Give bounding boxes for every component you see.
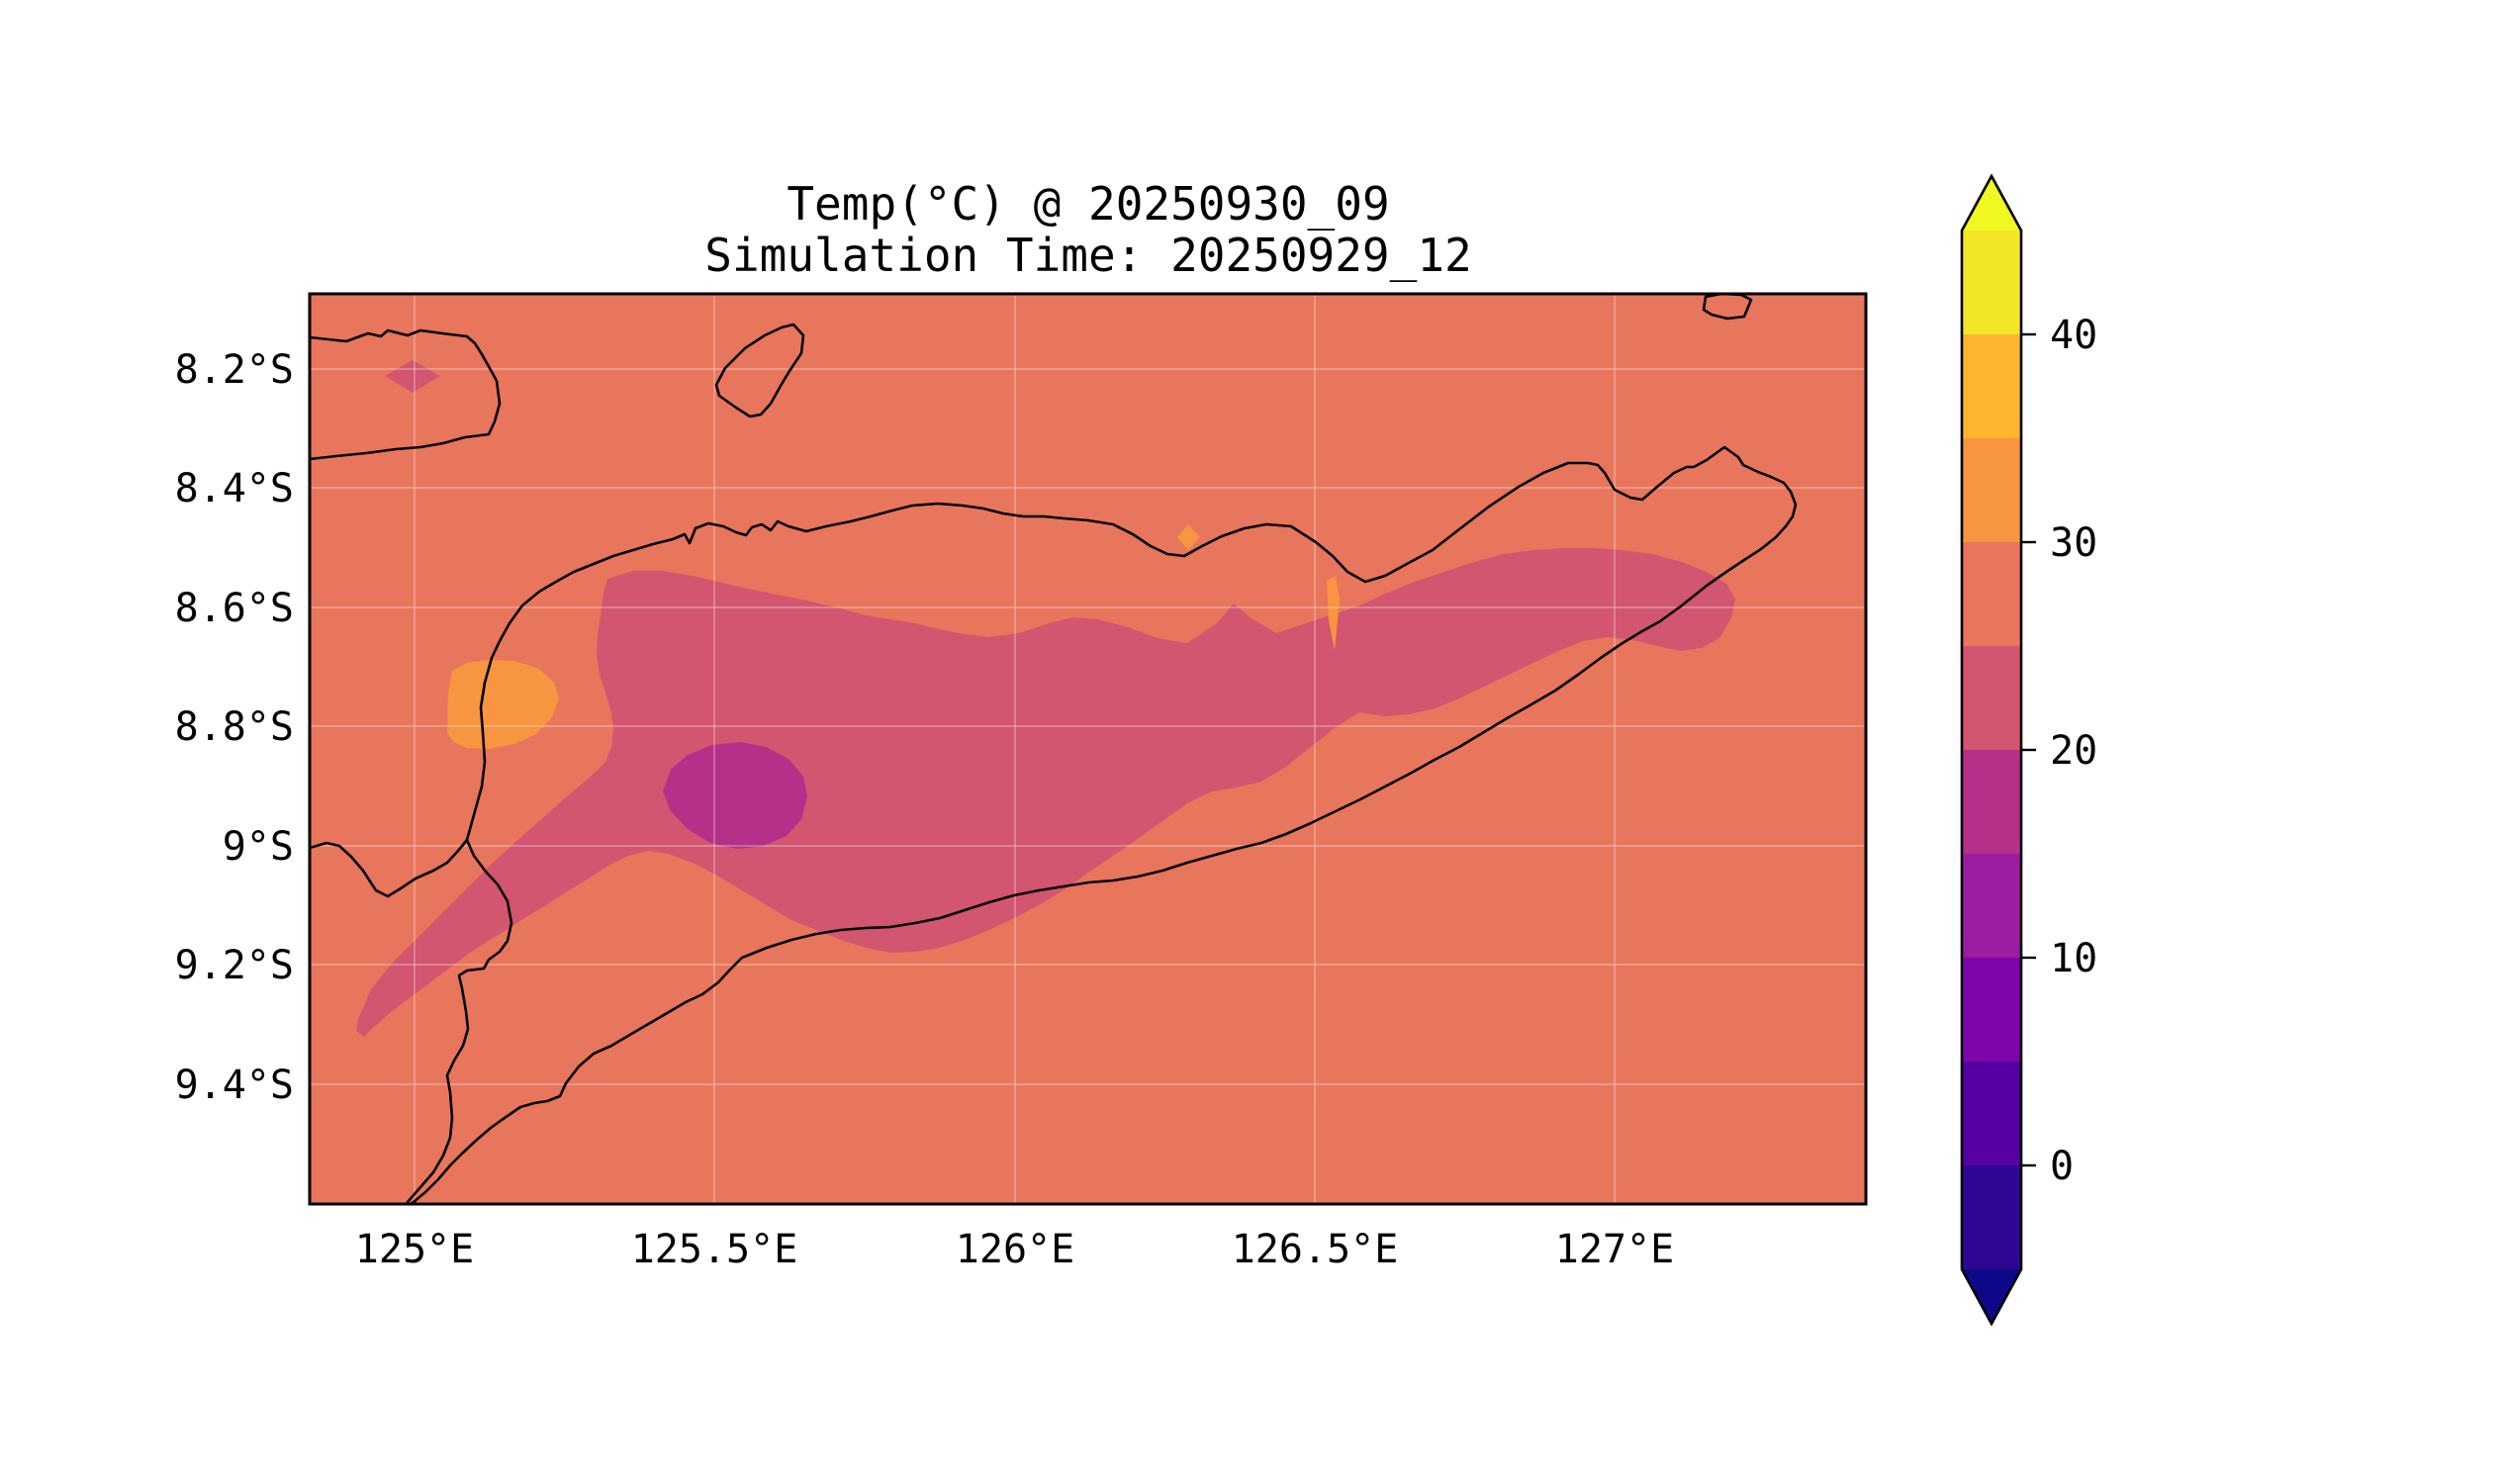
colorbar-extend-over bbox=[1962, 176, 2021, 231]
speck-30-35-north-coast-a bbox=[1177, 524, 1200, 550]
y-tick-label: 9.2°S bbox=[175, 943, 294, 988]
coastline-wetar-south-coast bbox=[310, 328, 502, 461]
map-layers bbox=[310, 294, 1866, 1204]
colorbar-tick-label: 20 bbox=[2050, 728, 2097, 774]
y-tick-label: 9.4°S bbox=[175, 1063, 294, 1108]
colorbar-outline bbox=[1960, 173, 2023, 1327]
colorbar-tick-label: 30 bbox=[2050, 520, 2097, 566]
y-tick-label: 8.6°S bbox=[175, 586, 294, 631]
figure-title: Temp(°C) @ 20250930_09 bbox=[787, 177, 1389, 231]
coastline-nw-coast-fragment bbox=[310, 838, 469, 898]
colorbar-segment-b0_5 bbox=[1962, 1062, 2021, 1166]
colorbar: 40 30 20 10 0 bbox=[1960, 173, 2097, 1327]
colorbar-tick-label: 0 bbox=[2050, 1144, 2074, 1189]
coastline-atauro-island bbox=[714, 323, 805, 418]
y-tick-label: 8.4°S bbox=[175, 466, 294, 511]
colorbar-segment-b35_40 bbox=[1962, 334, 2021, 439]
speck-30-35-north-coast-b bbox=[1327, 576, 1340, 650]
colorbar-extend-under bbox=[1962, 1269, 2021, 1324]
figure-subtitle: Simulation Time: 20250929_12 bbox=[704, 229, 1471, 282]
x-tick-label: 127°E bbox=[1555, 1227, 1674, 1272]
coastline-timor-main-coastline bbox=[409, 445, 1798, 1204]
colorbar-segment-b5_10 bbox=[1962, 958, 2021, 1063]
colorbar-tick-label: 40 bbox=[2050, 313, 2097, 358]
colorbar-segment-bm5_0 bbox=[1962, 1165, 2021, 1270]
y-tick-label: 8.2°S bbox=[175, 347, 294, 393]
blob-30-35-warm-patch bbox=[447, 660, 559, 749]
x-tick-label: 125.5°E bbox=[631, 1227, 798, 1272]
coastline-land-border-line bbox=[406, 838, 513, 1204]
x-tick-label: 126.5°E bbox=[1232, 1227, 1399, 1272]
blob-15-20-highlands bbox=[663, 742, 807, 849]
plot-border bbox=[308, 292, 1868, 1206]
colorbar-segment-b10_15 bbox=[1962, 854, 2021, 959]
patch-20-25-wetar-diamond bbox=[385, 360, 440, 393]
y-tick-label: 9°S bbox=[223, 824, 294, 870]
x-tick-label: 125°E bbox=[355, 1227, 474, 1272]
coastline-jaco-islet bbox=[1702, 294, 1753, 321]
colorbar-segment-b15_20 bbox=[1962, 750, 2021, 855]
map-plot-area bbox=[308, 292, 1868, 1206]
x-tick-label: 126°E bbox=[956, 1227, 1074, 1272]
x-axis-tick-labels: 125°E 125.5°E 126°E 126.5°E 127°E bbox=[355, 1227, 1674, 1272]
colorbar-segment-b20_25 bbox=[1962, 646, 2021, 751]
colorbar-segment-b30_35 bbox=[1962, 438, 2021, 543]
colorbar-segment-b40_45 bbox=[1962, 231, 2021, 335]
y-axis-tick-labels: 8.2°S 8.4°S 8.6°S 8.8°S 9°S 9.2°S 9.4°S bbox=[175, 347, 294, 1108]
y-tick-label: 8.8°S bbox=[175, 704, 294, 750]
colorbar-tick-label: 10 bbox=[2050, 936, 2097, 981]
colorbar-segment-b25_30 bbox=[1962, 542, 2021, 647]
band-20-25-island-spine bbox=[356, 548, 1735, 1037]
